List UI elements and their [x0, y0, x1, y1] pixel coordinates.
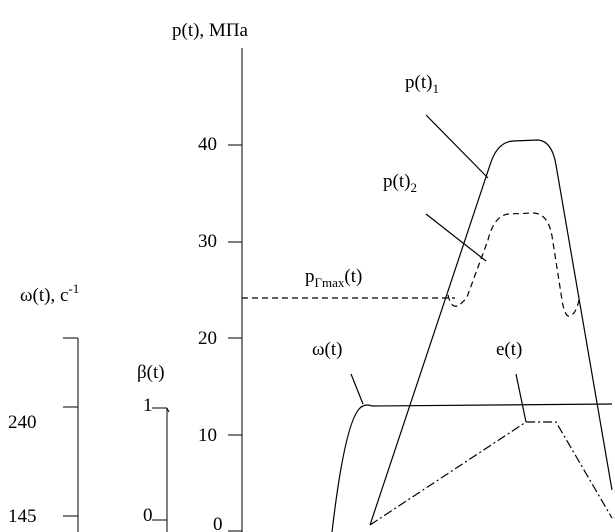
omega-leader-line — [350, 373, 364, 405]
omega-axis: 240 145 ω(t), c-1 — [8, 281, 79, 532]
pressure-axis-label: p(t), МПа — [172, 20, 249, 41]
pgmax-annotation-label: pГmax(t) — [305, 266, 362, 290]
pressure-tick-label-30: 30 — [198, 231, 217, 252]
omega-axis-label: ω(t), c-1 — [20, 281, 79, 306]
pressure-tick-label-10: 10 — [198, 425, 217, 446]
series-p2-line — [447, 212, 580, 317]
beta-axis-hook — [166, 407, 170, 413]
beta-tick-label-0: 0 — [143, 505, 153, 526]
p2-leader-line — [425, 213, 487, 262]
series-omega-label: ω(t) — [312, 339, 342, 360]
omega-tick-label-145: 145 — [8, 506, 37, 527]
series-p1-line — [369, 139, 613, 526]
series-p1-label: p(t)1 — [405, 72, 439, 96]
pressure-axis: 40 30 20 10 0 p(t), МПа — [172, 20, 249, 532]
pressure-tick-label-40: 40 — [198, 134, 217, 155]
series-p2-label: p(t)2 — [383, 171, 417, 195]
e-leader-line — [515, 373, 527, 423]
beta-tick-label-1: 1 — [143, 395, 153, 416]
series-e-line — [369, 421, 613, 526]
series-omega-line — [331, 403, 613, 532]
pressure-tick-label-0: 0 — [213, 514, 223, 532]
omega-tick-label-240: 240 — [8, 412, 37, 433]
beta-axis: 1 0 β(t) — [137, 362, 170, 532]
p1-leader-line — [425, 114, 489, 179]
pressure-tick-label-20: 20 — [198, 328, 217, 349]
beta-axis-label: β(t) — [137, 362, 165, 383]
series-e-label: e(t) — [496, 339, 522, 360]
